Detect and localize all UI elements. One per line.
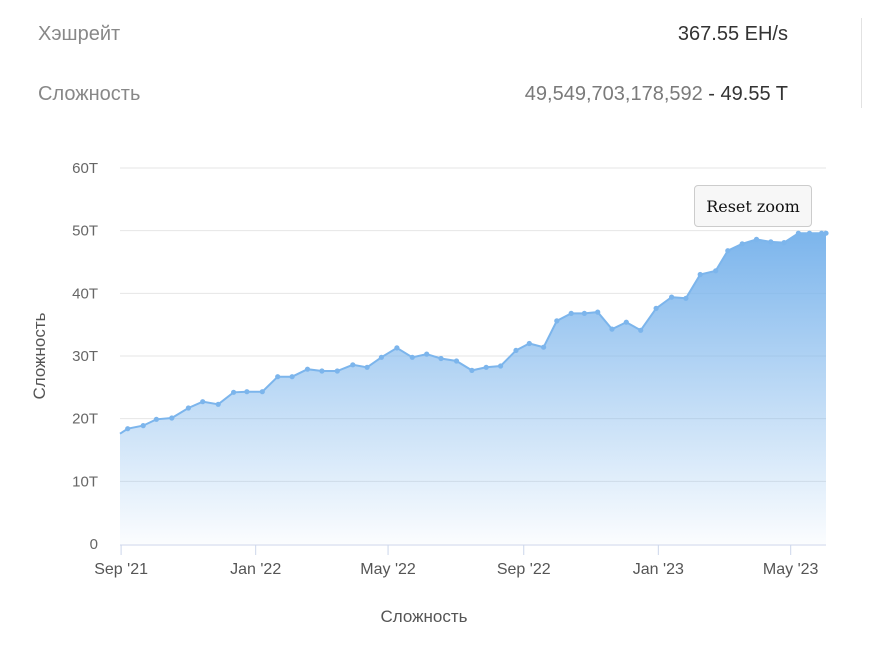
data-point (140, 423, 146, 429)
data-points (125, 230, 829, 432)
data-point (319, 368, 325, 374)
data-point (781, 240, 787, 246)
data-point (753, 236, 760, 242)
x-tick-label: May '22 (360, 561, 416, 578)
data-point (669, 294, 675, 300)
data-point (638, 327, 644, 333)
data-point (683, 295, 689, 301)
data-point (364, 364, 370, 370)
data-point (185, 405, 191, 411)
x-tick-label: Sep '21 (94, 561, 148, 578)
data-point (819, 230, 825, 236)
data-point (581, 310, 588, 316)
hashrate-row: Хэшрейт 367.55 EH/s (38, 14, 788, 54)
data-point (200, 399, 206, 405)
y-tick-label: 40T (72, 285, 98, 302)
data-point (334, 368, 340, 374)
x-axis-title: Сложность (380, 607, 467, 626)
data-point (568, 310, 574, 316)
data-point (215, 401, 221, 407)
data-point (350, 362, 356, 368)
data-point (453, 358, 460, 364)
data-point (259, 389, 265, 395)
difficulty-row: Сложность 49,549,703,178,592 - 49.55 T (38, 74, 788, 114)
x-axis-ticks: Sep '21 Jan '22 May '22 Sep '22 Jan '23 May '… (94, 545, 819, 578)
data-point (739, 241, 745, 247)
data-point (231, 389, 237, 395)
data-point (697, 271, 703, 278)
y-tick-label: 30T (72, 348, 98, 365)
reset-zoom-button[interactable]: Reset zoom (694, 185, 812, 227)
x-tick-label: Sep '22 (497, 561, 551, 578)
data-point (806, 230, 813, 236)
data-point (409, 354, 415, 360)
data-point (823, 230, 829, 236)
data-point (244, 389, 250, 395)
data-point (526, 340, 532, 347)
data-point (768, 239, 774, 245)
data-point (554, 318, 560, 324)
difficulty-label: Сложность (38, 82, 141, 105)
difficulty-full-value: 49,549,703,178,592 (524, 82, 703, 105)
hashrate-value: 367.55 EH/s (677, 22, 788, 45)
difficulty-separator: - (702, 82, 721, 105)
data-point (623, 319, 629, 325)
data-point (153, 416, 159, 422)
difficulty-short-value: 49.55 T (720, 82, 788, 105)
y-tick-label: 10T (72, 473, 98, 490)
stats-divider (861, 18, 862, 108)
data-point (483, 364, 489, 370)
y-axis-ticks: 0 10T 20T 30T 40T 50T 60T (72, 160, 98, 553)
y-tick-label: 60T (72, 160, 98, 177)
data-point (424, 351, 430, 357)
y-tick-label: 0 (90, 536, 98, 553)
data-point (653, 305, 659, 311)
series-area (120, 233, 826, 544)
x-tick-label: May '23 (763, 561, 819, 578)
data-point (469, 367, 475, 373)
y-tick-label: 20T (72, 411, 98, 428)
data-point (795, 230, 802, 236)
hashrate-label: Хэшрейт (38, 22, 121, 45)
x-tick-label: Jan '22 (230, 561, 281, 578)
data-point (609, 326, 615, 332)
difficulty-value: 49,549,703,178,592 - 49.55 T (525, 83, 788, 106)
data-point (513, 347, 519, 353)
data-point (713, 268, 719, 274)
data-point (498, 363, 504, 369)
x-tick-label: Jan '23 (633, 561, 684, 578)
data-point (378, 354, 384, 360)
y-axis-title: Сложность (30, 312, 49, 399)
data-point (394, 345, 400, 351)
data-point (595, 309, 601, 315)
data-point (169, 415, 175, 421)
data-point (275, 374, 281, 380)
data-point (438, 355, 444, 362)
data-point (289, 374, 295, 380)
data-point (541, 344, 547, 350)
difficulty-chart[interactable]: 0 10T 20T 30T 40T 50T 60T Sep '21 Jan '22 May '2… (0, 140, 874, 652)
y-tick-label: 50T (72, 223, 98, 240)
data-point (125, 426, 131, 432)
data-point (725, 248, 731, 254)
data-point (304, 366, 311, 372)
